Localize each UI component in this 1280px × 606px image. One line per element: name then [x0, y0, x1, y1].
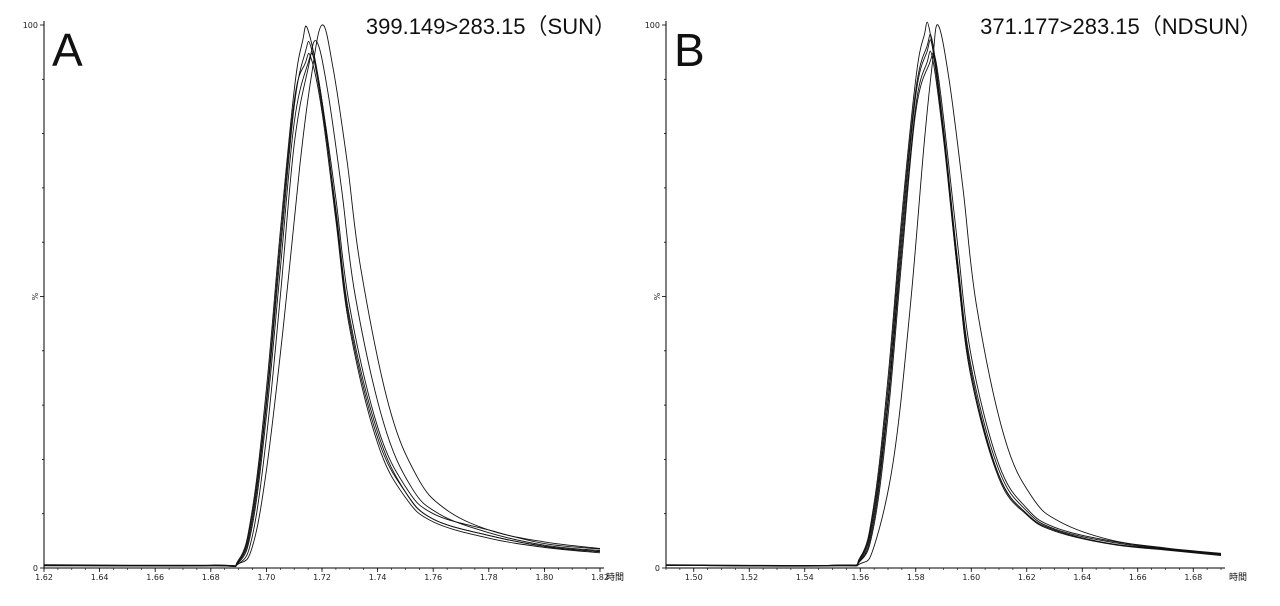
x-tick-label: 1.78	[480, 573, 498, 582]
y-tick-label: 100	[645, 21, 660, 30]
chromatogram-trace-5	[665, 24, 1222, 567]
y-axis-label: %	[31, 292, 40, 300]
x-tick-label: 1.82	[591, 573, 609, 582]
x-tick-label: 1.80	[535, 573, 553, 582]
y-tick-label: 100	[23, 21, 38, 30]
panel-letter: A	[52, 24, 83, 76]
chart-title: 371.177>283.15（NDSUN）	[980, 14, 1262, 39]
x-tick-label: 1.74	[369, 573, 387, 582]
y-axis-label: %	[653, 292, 662, 300]
chromatogram-trace-6	[665, 50, 1222, 567]
x-tick-label: 1.70	[257, 573, 275, 582]
x-axis-label: 時間	[1229, 572, 1247, 583]
chromatogram-trace-1	[665, 21, 1222, 567]
x-tick-label: 1.56	[851, 573, 869, 582]
chromatogram-trace-5	[43, 24, 601, 567]
x-tick-label: 1.76	[424, 573, 442, 582]
x-tick-label: 1.62	[1018, 573, 1036, 582]
x-tick-label: 1.66	[146, 573, 164, 582]
chromatogram-trace-3	[43, 52, 601, 567]
x-tick-label: 1.60	[962, 573, 980, 582]
chromatogram-trace-4	[43, 40, 601, 568]
x-axis-label: 時間	[606, 572, 624, 583]
x-tick-label: 1.64	[1073, 573, 1091, 582]
chart-panel-a: 0 100% 1.62 1.64 1.66 1.68 1.70 1.72 1.74 1.76 1.7…	[23, 14, 624, 583]
x-tick-label: 1.68	[1184, 573, 1202, 582]
x-tick-label: 1.54	[796, 573, 814, 582]
y-tick-label: 0	[655, 564, 660, 573]
y-tick-label: 0	[33, 564, 38, 573]
x-tick-label: 1.72	[313, 573, 331, 582]
x-tick-label: 1.68	[202, 573, 220, 582]
x-tick-label: 1.62	[35, 573, 53, 582]
x-tick-label: 1.58	[907, 573, 925, 582]
chromatogram-trace-6	[43, 52, 601, 567]
x-tick-label: 1.66	[1129, 573, 1147, 582]
x-tick-label: 1.50	[685, 573, 703, 582]
panel-letter: B	[674, 24, 705, 76]
x-tick-label: 1.52	[740, 573, 758, 582]
x-tick-label: 1.64	[91, 573, 109, 582]
chart-title: 399.149>283.15（SUN）	[366, 14, 616, 39]
chromatogram-trace-2	[43, 40, 601, 567]
chart-panel-b: 0 100% 1.50 1.52 1.54 1.56 1.58 1.60 1.62 1.64 1.6…	[645, 14, 1262, 583]
chromatogram-trace-2	[665, 39, 1222, 567]
